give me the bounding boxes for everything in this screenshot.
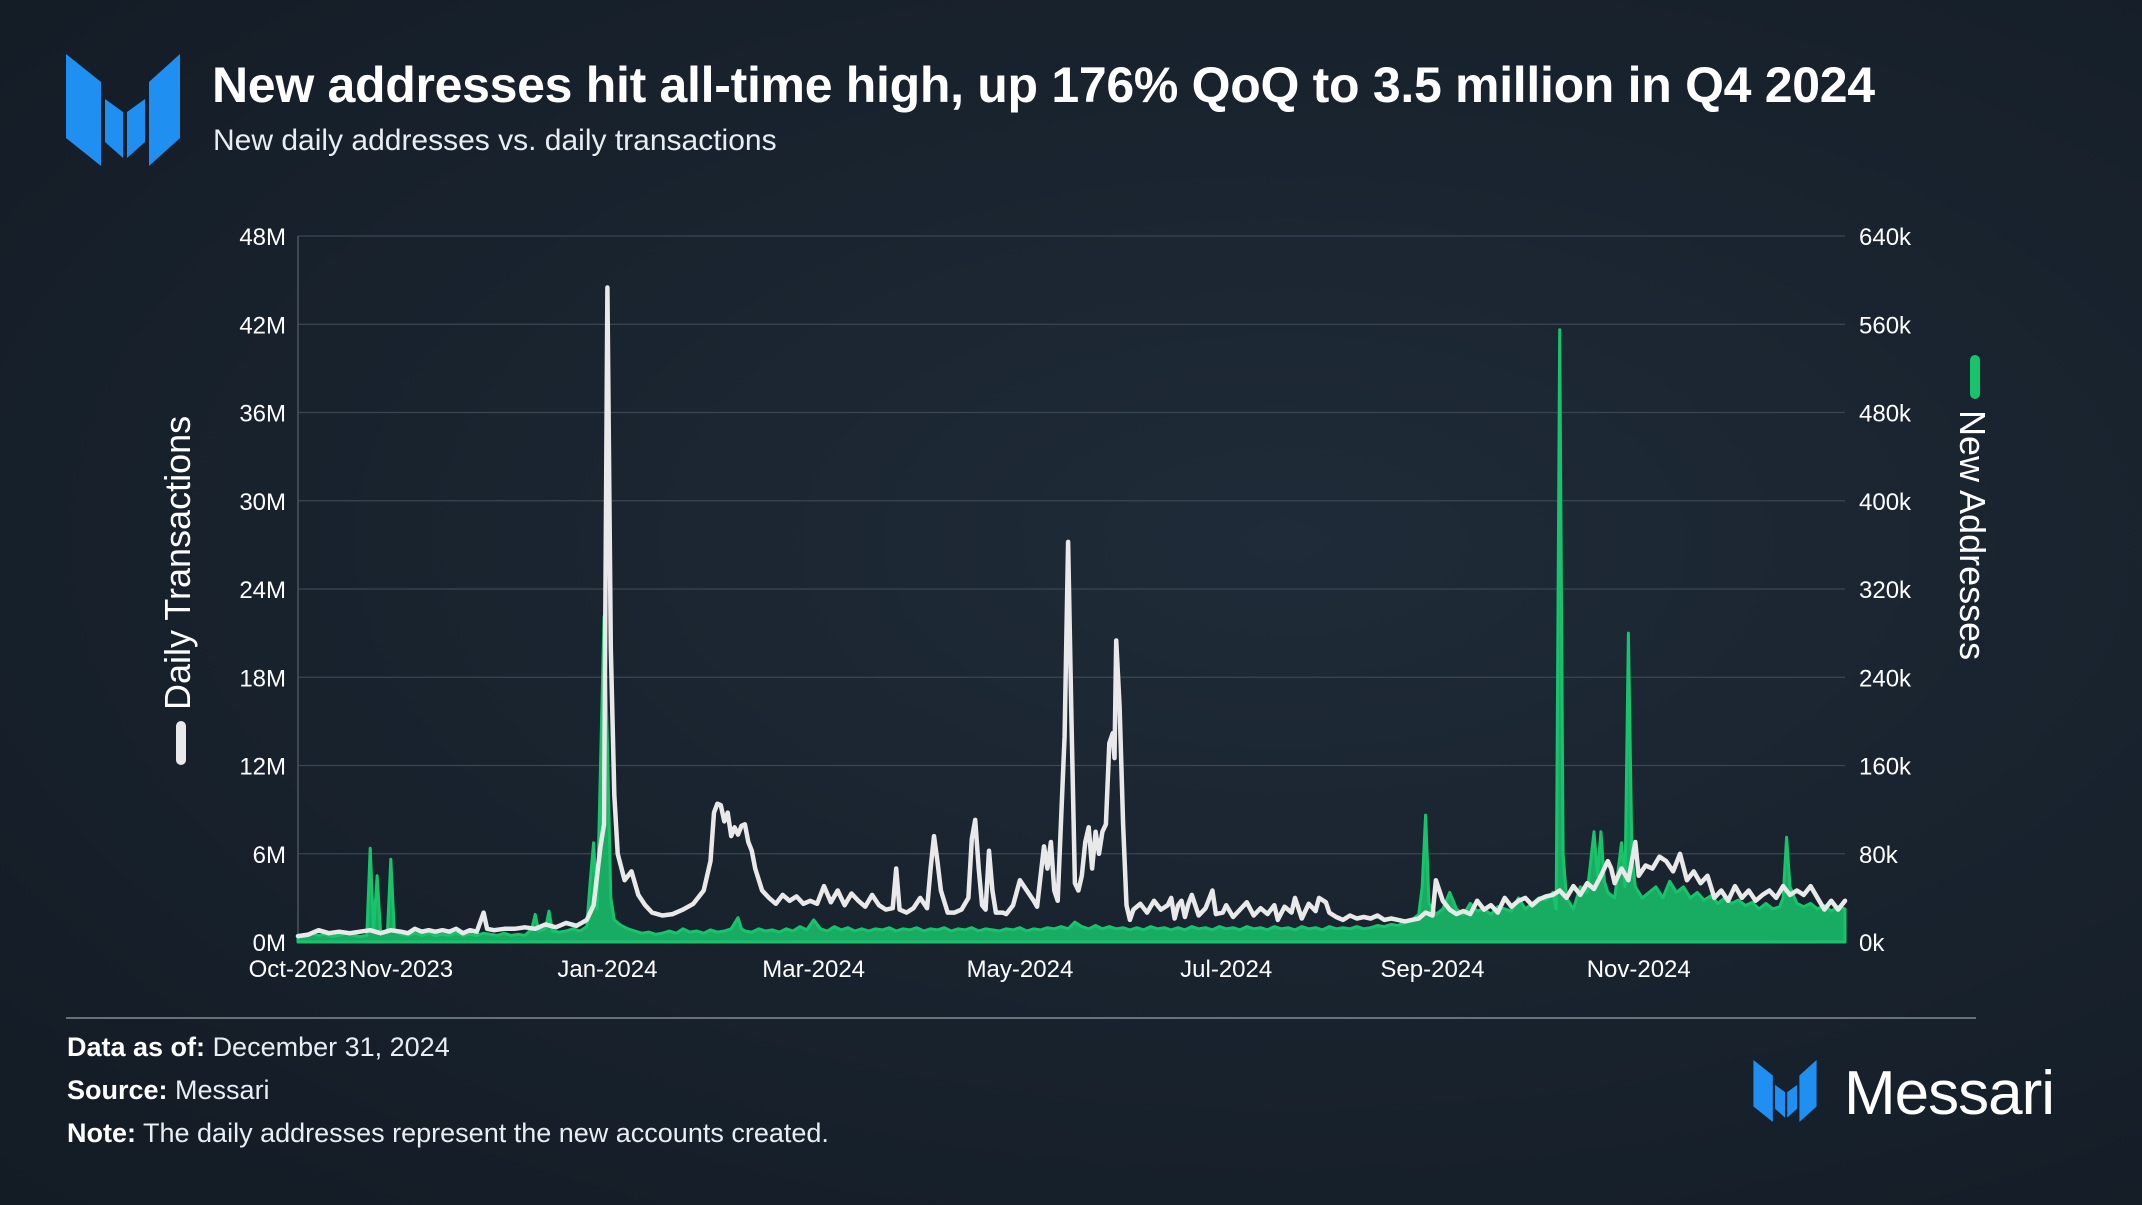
data-as-of-label: Data as of: <box>67 1032 206 1062</box>
x-tick-label: Jul-2024 <box>1180 956 1272 983</box>
y-left-tick-label: 36M <box>239 401 286 428</box>
x-tick-label: Oct-2023 <box>249 956 348 983</box>
y-right-tick-label: 160k <box>1859 754 1912 781</box>
x-tick-label: Nov-2023 <box>349 956 453 983</box>
y-right-tick-label: 480k <box>1859 401 1912 428</box>
y-left-tick-label: 30M <box>239 489 286 516</box>
brand-logo: Messari <box>1752 1058 2055 1128</box>
y-left-tick-label: 42M <box>239 312 286 339</box>
chart-title: New addresses hit all-time high, up 176%… <box>212 57 1875 113</box>
series-daily-transactions-line <box>295 285 1848 939</box>
note-label: Note: <box>67 1118 136 1148</box>
source-value: Messari <box>175 1075 270 1105</box>
x-tick-label: May-2024 <box>967 956 1074 983</box>
y-right-axis-label: New Addresses <box>1952 410 1993 660</box>
y-right-tick-label: 640k <box>1859 224 1912 251</box>
messari-logo-icon <box>66 54 180 166</box>
x-tick-label: Sep-2024 <box>1380 956 1484 983</box>
footer-divider <box>66 1017 1976 1019</box>
y-right-axis-title: New Addresses <box>1952 355 1993 660</box>
y-right-tick-label: 400k <box>1859 489 1912 516</box>
y-left-tick-label: 6M <box>253 842 286 869</box>
y-left-axis-title: Daily Transactions <box>157 416 198 765</box>
chart-subtitle: New daily addresses vs. daily transactio… <box>213 124 777 157</box>
legend-swatch-transactions <box>176 721 186 765</box>
x-tick-label: Jan-2024 <box>557 956 657 983</box>
y-right-tick-label: 80k <box>1859 842 1899 869</box>
y-right-tick-label: 0k <box>1859 930 1885 957</box>
x-tick-label: Mar-2024 <box>762 956 865 983</box>
y-right-tick-label: 560k <box>1859 312 1912 339</box>
y-left-tick-label: 0M <box>253 930 286 957</box>
y-left-tick-label: 18M <box>239 665 286 692</box>
chart: 0M 0k 6M 80k 12M 160k 18M 240k 24M 320k 30M 400k 36M… <box>157 224 1993 983</box>
note-line: Note: The daily addresses represent the … <box>67 1118 829 1149</box>
y-left-tick-label: 24M <box>239 577 286 604</box>
data-as-of: Data as of: December 31, 2024 <box>67 1032 450 1063</box>
source-label: Source: <box>67 1075 168 1105</box>
y-left-tick-label: 48M <box>239 224 286 251</box>
note-value: The daily addresses represent the new ac… <box>143 1118 829 1148</box>
y-right-tick-label: 240k <box>1859 665 1912 692</box>
messari-brand-icon <box>1753 1060 1817 1122</box>
x-tick-label: Nov-2024 <box>1587 956 1691 983</box>
y-left-tick-label: 12M <box>239 754 286 781</box>
y-right-tick-label: 320k <box>1859 577 1912 604</box>
data-as-of-value: December 31, 2024 <box>212 1032 450 1062</box>
brand-name: Messari <box>1844 1059 2055 1128</box>
legend-swatch-addresses <box>1970 355 1980 399</box>
source-line: Source: Messari <box>67 1075 270 1106</box>
y-left-axis-label: Daily Transactions <box>157 416 198 710</box>
